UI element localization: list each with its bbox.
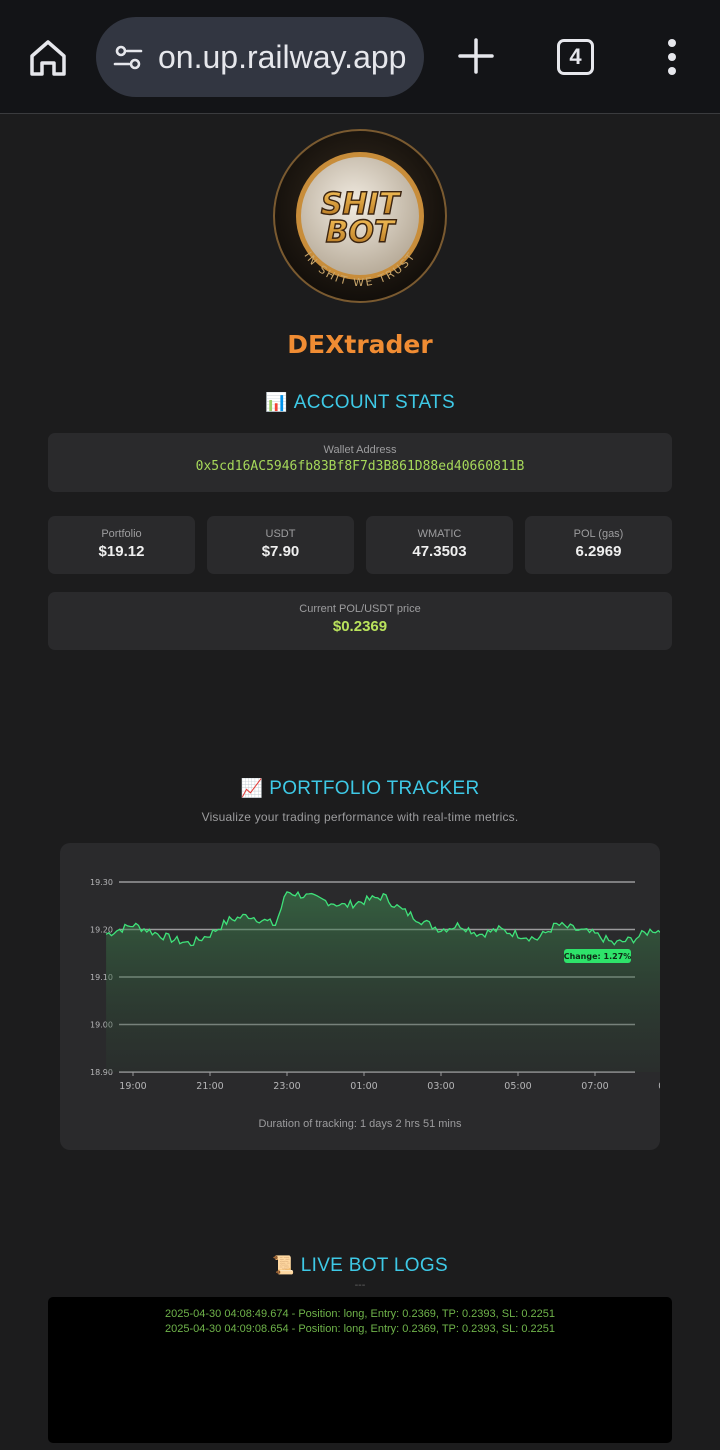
- home-icon[interactable]: [26, 36, 70, 80]
- stat-card-portfolio: Portfolio $19.12: [48, 516, 195, 574]
- stat-card-wmatic: WMATIC 47.3503: [366, 516, 513, 574]
- stat-card-usdt: USDT $7.90: [207, 516, 354, 574]
- y-tick-label: 19.10: [90, 973, 113, 982]
- y-tick-label: 19.30: [90, 878, 113, 887]
- y-tick-label: 19.00: [90, 1021, 113, 1030]
- bar-chart-icon: 📊: [265, 392, 288, 412]
- stat-label: USDT: [265, 528, 296, 540]
- wallet-card: Wallet Address 0x5cd16AC5946fb83Bf8F7d3B…: [48, 433, 672, 492]
- new-tab-icon[interactable]: [456, 36, 496, 76]
- log-line: 2025-04-30 04:08:49.674 - Position: long…: [165, 1308, 555, 1320]
- portfolio-tracker-subtitle: Visualize your trading performance with …: [201, 810, 519, 824]
- x-tick-label: 09:00: [658, 1081, 660, 1092]
- more-menu-icon[interactable]: [660, 38, 684, 78]
- x-tick-label: 03:00: [427, 1081, 454, 1092]
- browser-toolbar: on.up.railway.app 4: [0, 0, 720, 114]
- x-tick-label: 23:00: [273, 1081, 300, 1092]
- account-stats-heading: 📊 ACCOUNT STATS: [0, 392, 720, 414]
- change-badge: [564, 949, 631, 963]
- price-value: $0.2369: [332, 618, 388, 635]
- x-tick-label: 05:00: [504, 1081, 531, 1092]
- portfolio-chart[interactable]: 19.30 19.20 19.10 19.00 18.90 19:00 21:00 23:00…: [60, 843, 660, 1113]
- bot-logs-heading: 📜 LIVE BOT LOGS: [0, 1255, 720, 1277]
- y-tick-label: 18.90: [90, 1068, 113, 1077]
- stat-value: $19.12: [98, 543, 145, 560]
- url-text: on.up.railway.app: [158, 39, 407, 75]
- wallet-label: Wallet Address: [323, 444, 397, 456]
- account-stats-title: ACCOUNT STATS: [293, 392, 455, 413]
- stat-label: Portfolio: [101, 528, 142, 540]
- x-tick-label: 07:00: [581, 1081, 608, 1092]
- stat-card-pol-gas: POL (gas) 6.2969: [525, 516, 672, 574]
- series-area: [106, 891, 660, 1072]
- change-badge-label: Change: 1.27%: [564, 952, 632, 961]
- stat-label: WMATIC: [417, 528, 462, 540]
- address-bar[interactable]: on.up.railway.app: [96, 17, 424, 97]
- tab-switcher-button[interactable]: 4: [557, 39, 594, 75]
- x-tick-label: 01:00: [350, 1081, 377, 1092]
- scroll-icon: 📜: [272, 1255, 295, 1275]
- portfolio-tracker-heading: 📈 PORTFOLIO TRACKER: [0, 778, 720, 800]
- log-separator: ---: [354, 1280, 366, 1291]
- bot-logs-title: LIVE BOT LOGS: [300, 1255, 448, 1276]
- logo-line2: BOT: [326, 215, 397, 250]
- y-tick-label: 19.20: [90, 926, 113, 935]
- price-card: Current POL/USDT price $0.2369: [48, 592, 672, 650]
- portfolio-tracker-title: PORTFOLIO TRACKER: [269, 778, 480, 799]
- x-tick-label: 19:00: [119, 1081, 146, 1092]
- price-label: Current POL/USDT price: [299, 603, 421, 615]
- shitbot-logo: SHIT BOT IN SHIT WE TRUST: [273, 129, 447, 303]
- portfolio-chart-card: 19.30 19.20 19.10 19.00 18.90 19:00 21:00 23:00…: [60, 843, 660, 1150]
- series-line: [105, 890, 660, 947]
- x-tick-label: 21:00: [196, 1081, 223, 1092]
- tracking-duration: Duration of tracking: 1 days 2 hrs 51 mi…: [258, 1118, 462, 1130]
- stat-value: 6.2969: [575, 543, 622, 560]
- brand-title: DEXtrader: [287, 330, 433, 359]
- logo-line1: SHIT: [321, 187, 402, 222]
- stat-value: $7.90: [261, 543, 300, 560]
- wallet-address: 0x5cd16AC5946fb83Bf8F7d3B861D88ed4066081…: [195, 459, 525, 474]
- log-console[interactable]: 2025-04-30 04:08:49.674 - Position: long…: [48, 1297, 672, 1443]
- site-settings-icon[interactable]: [112, 42, 144, 74]
- log-line: 2025-04-30 04:09:08.654 - Position: long…: [165, 1323, 555, 1335]
- stat-value: 47.3503: [412, 543, 467, 560]
- stat-label: POL (gas): [573, 528, 624, 540]
- line-chart-icon: 📈: [240, 778, 264, 798]
